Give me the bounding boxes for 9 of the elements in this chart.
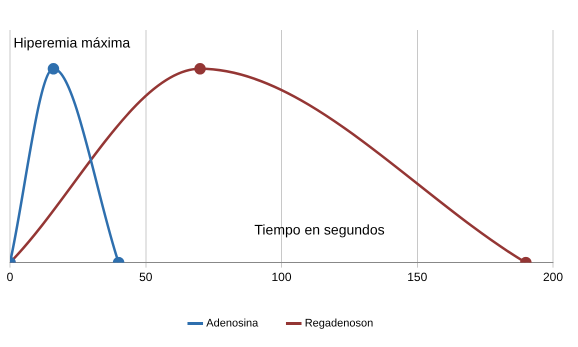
x-tick-label: 0 — [6, 270, 14, 284]
x-axis-title: Tiempo en segundos — [254, 221, 385, 238]
x-tick-label: 150 — [407, 270, 428, 284]
legend-label: Regadenoson — [304, 318, 374, 330]
x-tick-label: 50 — [139, 270, 153, 284]
x-tick-label: 100 — [271, 270, 292, 284]
legend-label: Adenosina — [206, 318, 260, 330]
x-tick-label: 200 — [542, 270, 564, 284]
annotation: Hiperemia máxima — [13, 34, 130, 51]
